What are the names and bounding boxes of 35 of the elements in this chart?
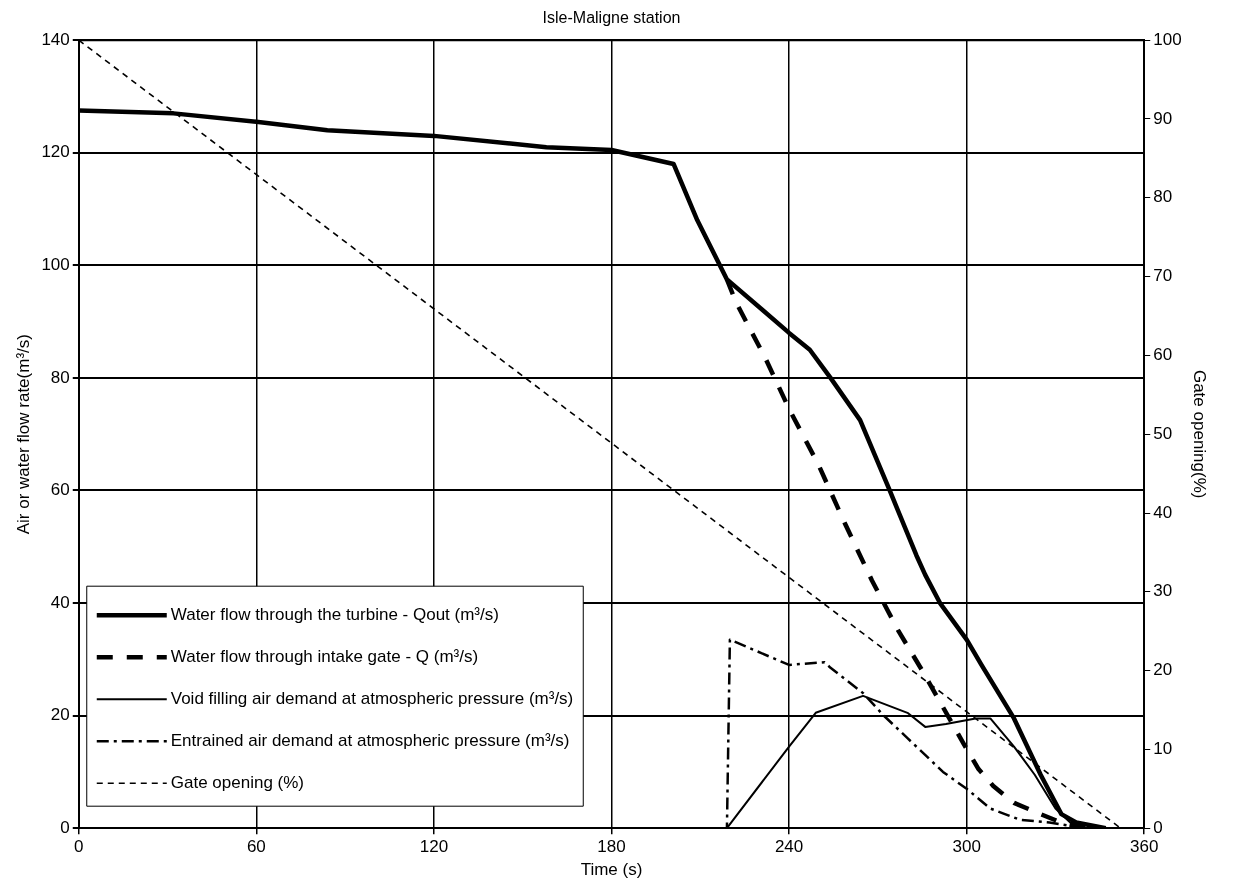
y2-tick-label: 80: [1153, 187, 1173, 207]
y2-tick-label: 60: [1153, 345, 1173, 365]
y-tick-label: 100: [41, 255, 70, 275]
legend-label: Gate opening (%): [170, 772, 305, 792]
legend-label: Water flow through the turbine - Qout (m³/s): [170, 604, 499, 624]
y2-tick-label: 0: [1153, 817, 1163, 837]
chart-title: Isle-Maligne station: [542, 9, 681, 27]
y-tick-label: 60: [50, 480, 70, 500]
y2-tick-label: 70: [1153, 266, 1173, 286]
y2-tick-label: 30: [1153, 581, 1173, 601]
legend-label: Void filling air demand at atmospheric pressure (m³/s): [170, 688, 574, 708]
y2-axis-title: Gate opening(%): [1190, 369, 1210, 499]
y2-tick-label: 10: [1153, 739, 1173, 759]
x-tick-label: 240: [774, 837, 804, 857]
y-tick-label: 20: [50, 705, 70, 725]
y2-tick-label: 40: [1153, 502, 1173, 522]
y-axis-title: Air or water flow rate(m³/s): [13, 334, 33, 535]
x-tick-label: 0: [74, 837, 84, 857]
y-tick-label: 40: [50, 592, 70, 612]
legend-label: Water flow through intake gate - Q (m³/s): [170, 646, 479, 666]
x-tick-label: 360: [1130, 837, 1159, 857]
y-tick-label: 80: [50, 367, 70, 387]
y2-tick-label: 90: [1153, 108, 1173, 128]
y2-tick-label: 100: [1153, 29, 1182, 49]
x-tick-label: 60: [246, 837, 266, 857]
y-tick-label: 140: [41, 29, 70, 49]
y-tick-label: 0: [60, 817, 70, 837]
x-axis-title: Time (s): [580, 860, 643, 880]
x-tick-label: 120: [419, 837, 449, 857]
y2-tick-label: 50: [1153, 423, 1173, 443]
x-tick-label: 300: [952, 837, 981, 857]
legend-label: Entrained air demand at atmospheric pressure (m³/s): [170, 730, 570, 750]
x-tick-label: 180: [597, 837, 626, 857]
y2-tick-label: 20: [1153, 660, 1173, 680]
y-tick-label: 120: [41, 142, 70, 162]
